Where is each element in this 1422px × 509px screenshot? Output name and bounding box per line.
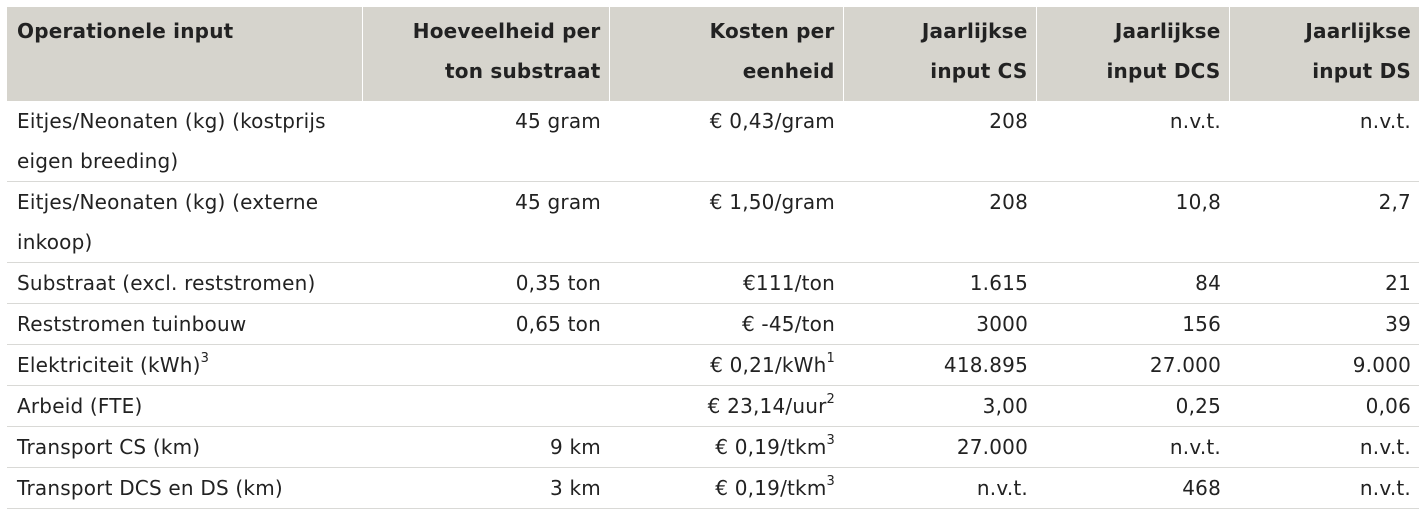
cost-value: € 0,19/tkm [715,435,827,459]
cell-cs: 27.000 [843,426,1036,468]
header-line1: Jaarlijkse [921,19,1028,43]
header-annual-input-dcs: Jaarlijkse input DCS [1036,7,1230,101]
input-footnote: 3 [200,351,210,367]
table-row: Substraat (excl. reststromen) 0,35 ton €… [7,262,1419,304]
cell-ds: 39 [1229,303,1419,345]
cell-ds: 21 [1229,262,1419,304]
cell-ds: n.v.t. [1229,101,1419,182]
table-row: Transport CS (km) 9 km € 0,19/tkm3 27.00… [7,426,1419,468]
header-line2: input DS [1312,59,1411,83]
operational-input-table: Operationele input Hoeveelheid per ton s… [7,7,1419,509]
cell-cost: € 0,43/gram [609,101,843,182]
cell-ds: n.v.t. [1229,467,1419,509]
table-header: Operationele input Hoeveelheid per ton s… [7,7,1419,101]
cell-cs: 208 [843,101,1036,182]
header-annual-input-cs: Jaarlijkse input CS [843,7,1037,101]
cell-cost: € -45/ton [609,303,843,345]
header-line1: Hoeveelheid per [412,19,601,43]
cost-value: € -45/ton [741,312,835,336]
header-quantity-per-ton: Hoeveelheid per ton substraat [362,7,610,101]
cell-dcs: 10,8 [1036,181,1229,263]
table-body: Eitjes/Neonaten (kg) (kostprijs eigen br… [7,101,1419,509]
header-line1: Kosten per [709,19,835,43]
input-label: Eitjes/Neonaten (kg) (kostprijs eigen br… [17,109,326,173]
header-line2: eenheid [742,59,835,83]
header-line2: input DCS [1106,59,1221,83]
cell-cost: € 0,19/tkm3 [609,426,843,468]
cell-cs: 3000 [843,303,1036,345]
header-line2: input CS [930,59,1028,83]
cost-value: € 0,21/kWh [710,353,827,377]
cell-quantity: 45 gram [362,101,609,182]
header-operational-input: Operationele input [7,7,363,101]
header-annual-input-ds: Jaarlijkse input DS [1229,7,1419,101]
cell-quantity: 0,65 ton [362,303,609,345]
cost-footnote: 3 [826,433,835,449]
header-line1: Jaarlijkse [1114,19,1221,43]
table-row: Eitjes/Neonaten (kg) (externe inkoop) 45… [7,181,1419,263]
cell-cost: € 1,50/gram [609,181,843,263]
input-label: Transport DCS en DS (km) [17,476,283,500]
cell-ds: 0,06 [1229,385,1419,427]
cell-dcs: n.v.t. [1036,426,1229,468]
cell-cs: 208 [843,181,1036,263]
cell-input: Transport CS (km) [7,426,362,468]
input-label: Elektriciteit (kWh) [17,353,201,377]
cost-value: € 1,50/gram [709,190,835,214]
header-line1: Operationele input [17,19,234,43]
cell-cost: €111/ton [609,262,843,304]
cost-footnote: 2 [826,392,835,408]
cell-quantity: 9 km [362,426,609,468]
table-row: Reststromen tuinbouw 0,65 ton € -45/ton … [7,303,1419,345]
cell-ds: 2,7 [1229,181,1419,263]
header-line1: Jaarlijkse [1305,19,1411,43]
cell-quantity: 0,35 ton [362,262,609,304]
cost-value: €111/ton [743,271,835,295]
cell-cost: € 0,21/kWh1 [609,344,843,386]
cell-quantity: 45 gram [362,181,609,263]
cost-value: € 0,19/tkm [715,476,827,500]
cell-dcs: 468 [1036,467,1229,509]
input-label: Substraat (excl. reststromen) [17,271,316,295]
cell-dcs: 0,25 [1036,385,1229,427]
cell-ds: n.v.t. [1229,426,1419,468]
cell-input: Transport DCS en DS (km) [7,467,362,509]
cell-dcs: 27.000 [1036,344,1229,386]
table-row: Arbeid (FTE) € 23,14/uur2 3,00 0,25 0,06 [7,385,1419,427]
header-cost-per-unit: Kosten per eenheid [609,7,844,101]
cell-cs: 1.615 [843,262,1036,304]
cell-dcs: 156 [1036,303,1229,345]
cell-cs: 3,00 [843,385,1036,427]
cell-input: Eitjes/Neonaten (kg) (kostprijs eigen br… [7,101,362,182]
cell-cost: € 0,19/tkm3 [609,467,843,509]
cell-dcs: n.v.t. [1036,101,1229,182]
input-label: Transport CS (km) [17,435,201,459]
table-row: Transport DCS en DS (km) 3 km € 0,19/tkm… [7,467,1419,509]
cell-quantity [362,385,609,427]
cell-dcs: 84 [1036,262,1229,304]
cell-cs: 418.895 [843,344,1036,386]
cost-value: € 23,14/uur [707,394,827,418]
input-label: Reststromen tuinbouw [17,312,247,336]
cell-quantity: 3 km [362,467,609,509]
input-label: Arbeid (FTE) [17,394,143,418]
table-row: Elektriciteit (kWh)3 € 0,21/kWh1 418.895… [7,344,1419,386]
cost-footnote: 1 [826,351,835,367]
cell-input: Eitjes/Neonaten (kg) (externe inkoop) [7,181,362,263]
cell-ds: 9.000 [1229,344,1419,386]
header-row: Operationele input Hoeveelheid per ton s… [7,7,1419,101]
cost-footnote: 3 [826,474,835,490]
table-row: Eitjes/Neonaten (kg) (kostprijs eigen br… [7,101,1419,182]
cell-input: Substraat (excl. reststromen) [7,262,362,304]
cell-quantity [362,344,609,386]
cell-input: Arbeid (FTE) [7,385,362,427]
cell-input: Reststromen tuinbouw [7,303,362,345]
cost-value: € 0,43/gram [709,109,835,133]
cell-cs: n.v.t. [843,467,1036,509]
cell-input: Elektriciteit (kWh)3 [7,344,362,386]
cell-cost: € 23,14/uur2 [609,385,843,427]
input-label: Eitjes/Neonaten (kg) (externe inkoop) [17,190,319,254]
header-line2: ton substraat [445,59,601,83]
